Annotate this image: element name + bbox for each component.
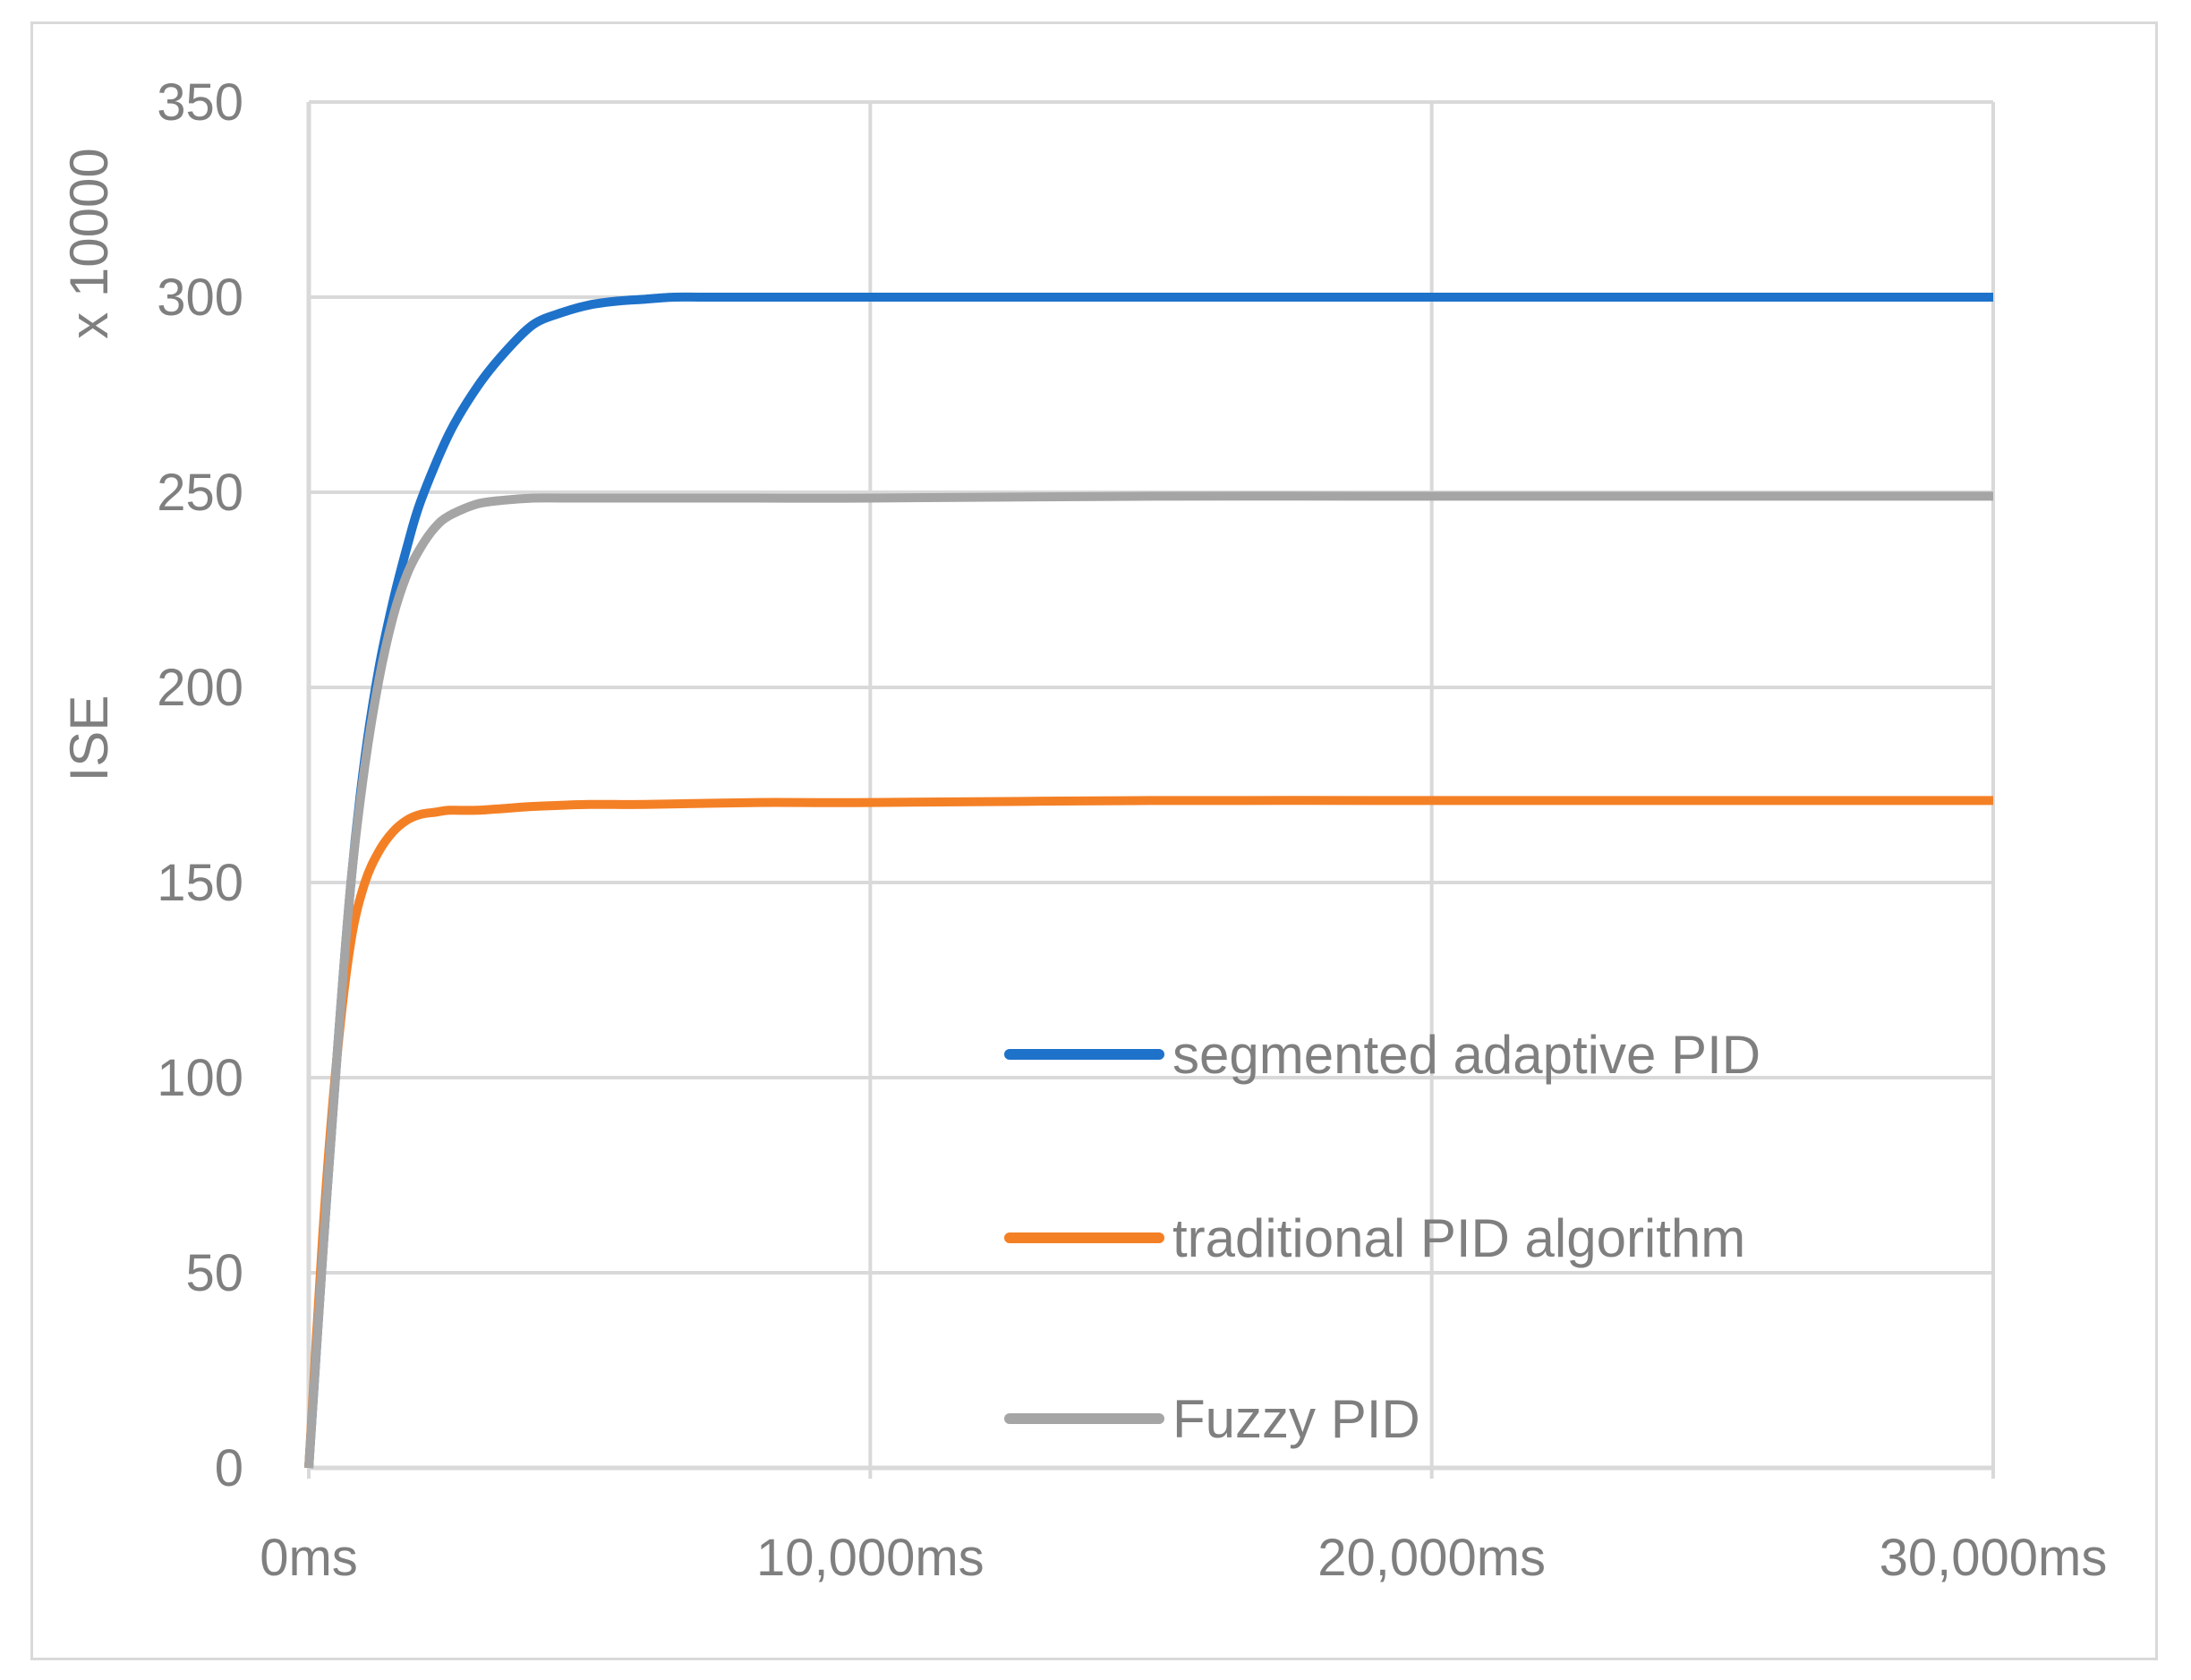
y-tick-label: 300 (157, 269, 243, 327)
x-tick-label: 30,000ms (1880, 1529, 2108, 1587)
y-tick-label: 150 (157, 854, 243, 912)
y-tick-label: 250 (157, 464, 243, 522)
legend-label-segmented-adaptive-pid: segmented adaptive PID (1172, 1025, 1760, 1085)
legend: segmented adaptive PID traditional PID al… (1004, 1025, 1760, 1449)
axes (306, 102, 1995, 1479)
y-tick-label: 0 (215, 1439, 243, 1497)
y-tick-label: 50 (185, 1244, 243, 1302)
y-axis-label: ISE (59, 695, 119, 782)
series-line-fuzzy-pid (304, 491, 1993, 1469)
y-axis-multiplier-label: x 10000 (59, 148, 119, 339)
x-tick-label: 10,000ms (756, 1529, 985, 1587)
tick-labels: 0 50 100 150 200 250 300 350 0ms 10,000ms 20,000ms… (157, 73, 2107, 1587)
x-tick-label: 0ms (260, 1529, 358, 1587)
y-tick-label: 200 (157, 659, 243, 717)
legend-label-traditional-pid-algorithm: traditional PID algorithm (1172, 1208, 1745, 1268)
y-tick-label: 100 (157, 1049, 243, 1107)
series-lines (304, 292, 1993, 1469)
x-tick-label: 20,000ms (1317, 1529, 1546, 1587)
series-line-traditional-pid-algorithm (304, 796, 1993, 1469)
y-tick-label: 350 (157, 73, 243, 132)
legend-label-fuzzy-pid: Fuzzy PID (1172, 1389, 1420, 1449)
